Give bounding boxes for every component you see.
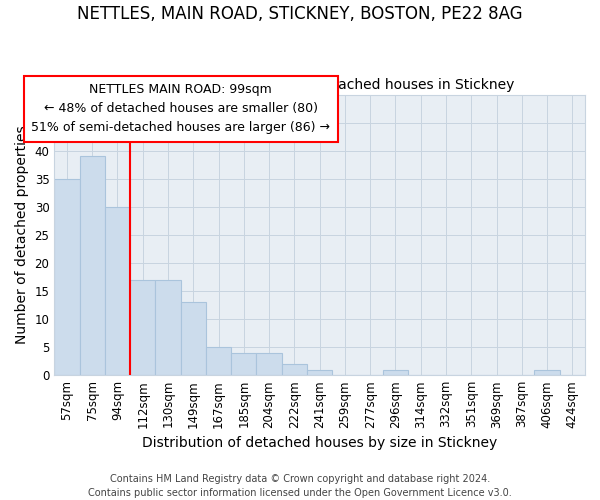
Bar	[80, 156, 105, 375]
Bar	[54, 178, 80, 375]
Title: Size of property relative to detached houses in Stickney: Size of property relative to detached ho…	[125, 78, 514, 92]
Text: Contains HM Land Registry data © Crown copyright and database right 2024.
Contai: Contains HM Land Registry data © Crown c…	[88, 474, 512, 498]
Bar	[181, 302, 206, 375]
Bar	[282, 364, 307, 375]
Bar	[155, 280, 181, 375]
Bar	[130, 280, 155, 375]
Text: NETTLES MAIN ROAD: 99sqm
← 48% of detached houses are smaller (80)
51% of semi-d: NETTLES MAIN ROAD: 99sqm ← 48% of detach…	[31, 83, 330, 134]
Y-axis label: Number of detached properties: Number of detached properties	[15, 126, 29, 344]
Bar	[256, 352, 282, 375]
Bar	[307, 370, 332, 375]
Bar	[383, 370, 408, 375]
Bar	[105, 207, 130, 375]
Text: NETTLES, MAIN ROAD, STICKNEY, BOSTON, PE22 8AG: NETTLES, MAIN ROAD, STICKNEY, BOSTON, PE…	[77, 5, 523, 23]
X-axis label: Distribution of detached houses by size in Stickney: Distribution of detached houses by size …	[142, 436, 497, 450]
Bar	[231, 352, 256, 375]
Bar	[206, 347, 231, 375]
Bar	[535, 370, 560, 375]
